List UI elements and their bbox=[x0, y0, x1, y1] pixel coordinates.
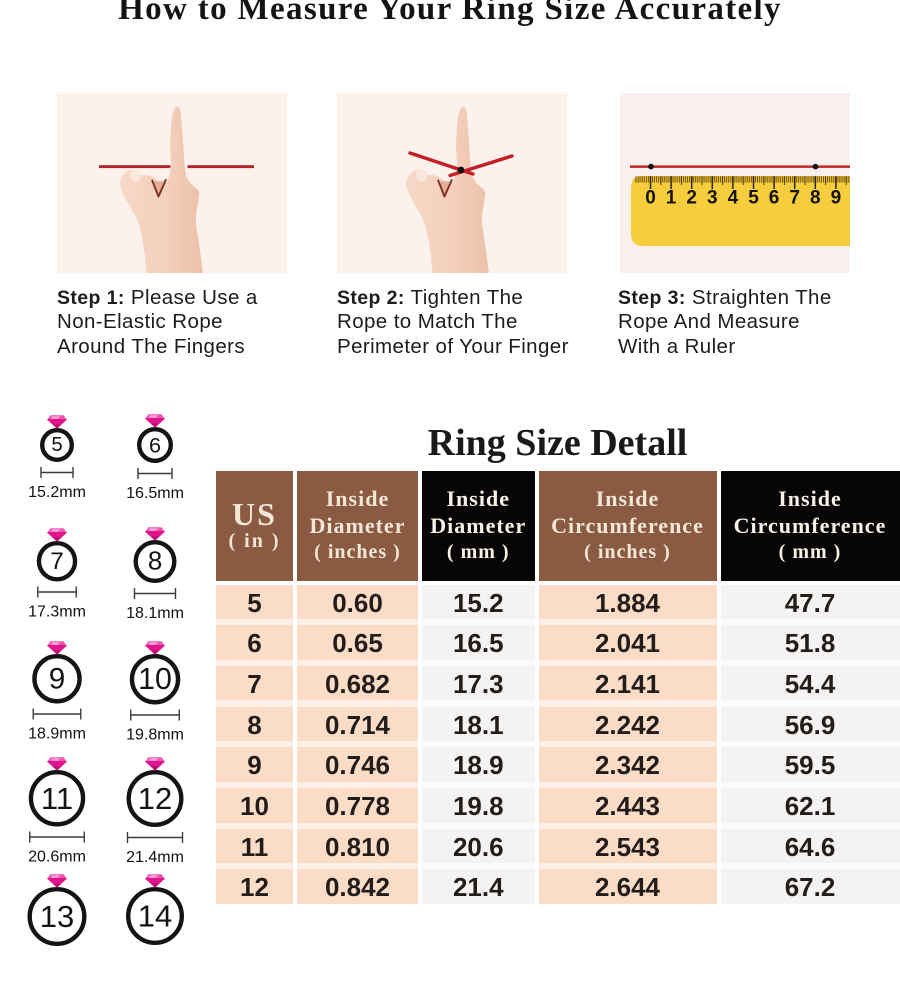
svg-text:5: 5 bbox=[748, 188, 759, 209]
svg-text:14: 14 bbox=[138, 899, 172, 934]
svg-text:13: 13 bbox=[40, 899, 74, 934]
svg-text:21.4mm: 21.4mm bbox=[126, 849, 184, 866]
svg-text:0: 0 bbox=[645, 188, 656, 209]
svg-text:15.2mm: 15.2mm bbox=[28, 484, 86, 501]
svg-text:18.1mm: 18.1mm bbox=[126, 605, 184, 622]
svg-text:9: 9 bbox=[49, 663, 66, 696]
svg-text:9: 9 bbox=[831, 188, 842, 209]
svg-text:6: 6 bbox=[769, 188, 780, 209]
svg-text:19.8mm: 19.8mm bbox=[126, 726, 184, 743]
svg-text:6: 6 bbox=[149, 433, 161, 458]
svg-text:3: 3 bbox=[707, 188, 718, 209]
svg-text:7: 7 bbox=[789, 188, 800, 209]
svg-text:20.6mm: 20.6mm bbox=[28, 848, 86, 865]
svg-text:4: 4 bbox=[728, 188, 739, 209]
svg-text:8: 8 bbox=[148, 547, 162, 575]
svg-text:12: 12 bbox=[138, 781, 172, 816]
svg-text:1: 1 bbox=[666, 188, 677, 209]
svg-text:16.5mm: 16.5mm bbox=[126, 485, 184, 502]
svg-text:8: 8 bbox=[810, 188, 821, 209]
svg-text:5: 5 bbox=[51, 434, 62, 456]
svg-text:18.9mm: 18.9mm bbox=[28, 726, 86, 743]
svg-text:2: 2 bbox=[686, 188, 697, 209]
svg-text:11: 11 bbox=[41, 781, 73, 816]
svg-text:10: 10 bbox=[138, 663, 172, 696]
svg-text:7: 7 bbox=[50, 548, 64, 575]
svg-text:17.3mm: 17.3mm bbox=[28, 603, 86, 620]
